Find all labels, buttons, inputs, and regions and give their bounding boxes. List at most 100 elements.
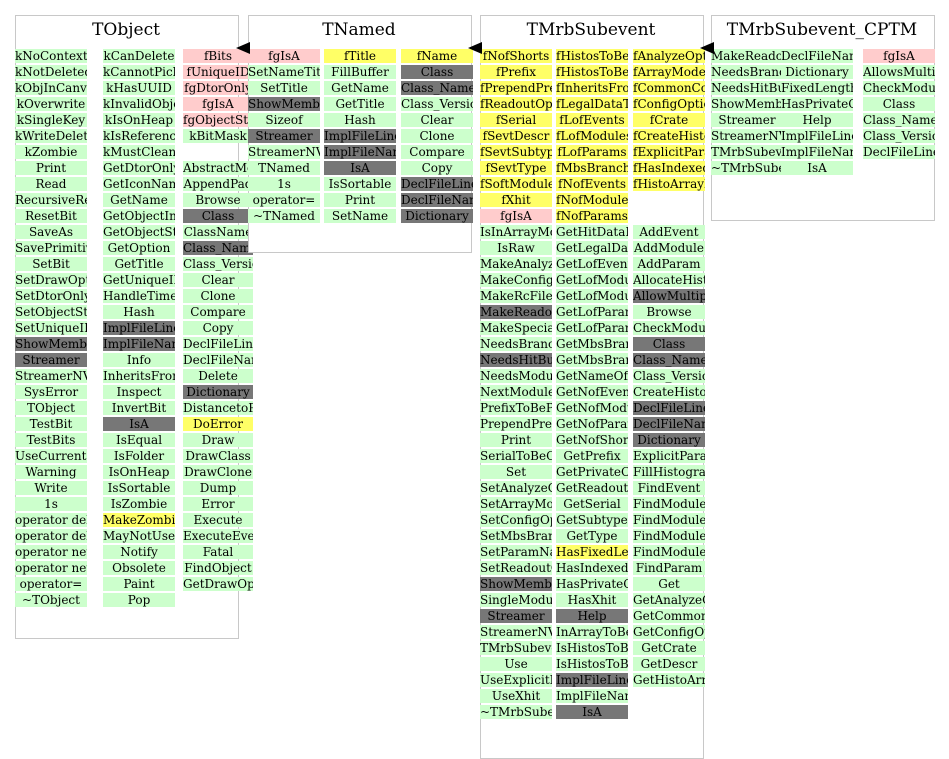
member-cell: kSingleKey xyxy=(15,113,87,127)
member-cell: UseExplicitParamNames xyxy=(480,673,552,687)
member-cell: GetLofModulesAsString xyxy=(556,289,628,303)
member-cell: SetParamNames xyxy=(480,545,552,559)
member-cell: kNotDeleted xyxy=(15,65,87,79)
member-cell: Compare xyxy=(401,145,473,159)
member-cell: Print xyxy=(15,161,87,175)
member-cell: FindParam xyxy=(633,561,705,575)
member-cell: AppendPad xyxy=(183,177,253,191)
member-cell: fgDtorOnly xyxy=(183,81,253,95)
member-cell: Inspect xyxy=(103,385,175,399)
member-cell: Read xyxy=(15,177,87,191)
member-cell: GetPrefix xyxy=(556,449,628,463)
member-cell: Clear xyxy=(183,273,253,287)
member-cell: ShowMembers xyxy=(480,577,552,591)
member-column: fBits fUniqueID fgDtorOnly fgIsA fgObjectSta… xyxy=(183,49,253,593)
member-cell: SetArrayMode xyxy=(480,497,552,511)
member-cell: Streamer xyxy=(15,353,87,367)
member-cell: ExecuteEvent xyxy=(183,529,253,543)
member-cell: fSoftModule xyxy=(480,177,552,191)
member-cell: HasPrivateCode xyxy=(556,577,628,591)
member-cell: ShowMembers xyxy=(711,97,783,111)
member-cell: GetNofEvents xyxy=(556,385,628,399)
member-cell: Notify xyxy=(103,545,175,559)
member-cell: UseXhit xyxy=(480,689,552,703)
member-cell: GetReadoutOptions xyxy=(556,481,628,495)
member-cell: Fatal xyxy=(183,545,253,559)
member-cell: fSevtType xyxy=(480,161,552,175)
member-cell: ShowMembers xyxy=(15,337,87,351)
member-cell: DrawClass xyxy=(183,449,253,463)
member-cell: fAnalyzeOptions xyxy=(633,49,705,63)
member-cell: GetIconName xyxy=(103,177,175,191)
member-cell: Class xyxy=(183,209,253,223)
member-cell: operator new xyxy=(15,545,87,559)
member-cell: ImplFileName xyxy=(781,145,853,159)
member-cell: fMbsBranch xyxy=(556,161,628,175)
member-cell: IsSortable xyxy=(324,177,396,191)
member-cell: GetLegalDataTypes xyxy=(556,241,628,255)
member-column: fgIsA AllowsMultipleModules CheckModuleID C… xyxy=(863,49,935,161)
member-cell: InheritsFrom xyxy=(103,369,175,383)
member-cell: kObjInCanvas xyxy=(15,81,87,95)
member-cell: Clone xyxy=(401,129,473,143)
member-cell: IsA xyxy=(781,161,853,175)
member-cell: Draw xyxy=(183,433,253,447)
member-cell: fCreateHistoArray xyxy=(633,129,705,143)
member-cell: Error xyxy=(183,497,253,511)
member-cell: GetMbsBranch xyxy=(556,337,628,351)
member-cell: operator delete xyxy=(15,513,87,527)
class-header xyxy=(248,15,472,46)
member-cell: SetBit xyxy=(15,257,87,271)
member-cell: Hash xyxy=(103,305,175,319)
class-header xyxy=(711,15,935,46)
member-cell: InArrayToBeCreated xyxy=(556,625,628,639)
member-cell: Set xyxy=(480,465,552,479)
member-cell: DeclFileName xyxy=(401,193,473,207)
member-cell: AllowsMultipleModules xyxy=(863,65,935,79)
member-cell: ImplFileName xyxy=(324,145,396,159)
member-cell: fTitle xyxy=(324,49,396,63)
member-cell: kZombie xyxy=(15,145,87,159)
member-cell: IsZombie xyxy=(103,497,175,511)
member-cell: SetDtorOnly xyxy=(15,289,87,303)
member-cell: SysError xyxy=(15,385,87,399)
member-cell: fCommonCodeFile xyxy=(633,81,705,95)
member-cell: ~TMrbSubevent xyxy=(480,705,552,719)
member-cell: Paint xyxy=(103,577,175,591)
member-cell: FillHistogramsIfTrueHitOnly xyxy=(633,465,705,479)
member-cell: Compare xyxy=(183,305,253,319)
member-cell: TObject xyxy=(15,401,87,415)
class-title: TMrbSubevent xyxy=(526,20,656,40)
member-cell: kOverwrite xyxy=(15,97,87,111)
member-cell: fgIsA xyxy=(183,97,253,111)
member-cell: GetNofShorts xyxy=(556,433,628,447)
member-cell: ImplFileLine xyxy=(556,673,628,687)
member-cell: MakeSpecialAnalyzeCode xyxy=(480,321,552,335)
member-cell: ~TObject xyxy=(15,593,87,607)
member-cell: GetDescr xyxy=(633,657,705,671)
member-cell: Dump xyxy=(183,481,253,495)
member-cell: ImplFileLine xyxy=(103,321,175,335)
member-cell: GetNameOfXhit xyxy=(556,369,628,383)
member-cell: Class_Name xyxy=(633,353,705,367)
member-cell: Print xyxy=(480,433,552,447)
member-cell: HasFixedLengthFormat xyxy=(556,545,628,559)
member-cell: HasPrivateCode xyxy=(781,97,853,111)
member-cell: GetUniqueID xyxy=(103,273,175,287)
member-cell: fHistosToBeFilledIfTrue xyxy=(556,65,628,79)
member-cell: fgObjectStat xyxy=(183,113,253,127)
class-header xyxy=(480,15,704,46)
member-cell: fName xyxy=(401,49,473,63)
member-cell: fReadoutOptions xyxy=(480,97,552,111)
inheritance-arrow-icon xyxy=(236,42,250,54)
member-cell: fNofParams xyxy=(556,209,628,223)
member-cell: MayNotUse xyxy=(103,529,175,543)
member-column: fHistosToBeAllocated fHistosToBeFilledIfT… xyxy=(556,49,628,721)
member-cell: Copy xyxy=(183,321,253,335)
member-cell: Info xyxy=(103,353,175,367)
member-cell xyxy=(633,193,705,207)
member-cell: fgIsA xyxy=(248,49,320,63)
member-cell: fBits xyxy=(183,49,253,63)
member-cell: ImplFileLine xyxy=(324,129,396,143)
member-cell: FindObject xyxy=(183,561,253,575)
